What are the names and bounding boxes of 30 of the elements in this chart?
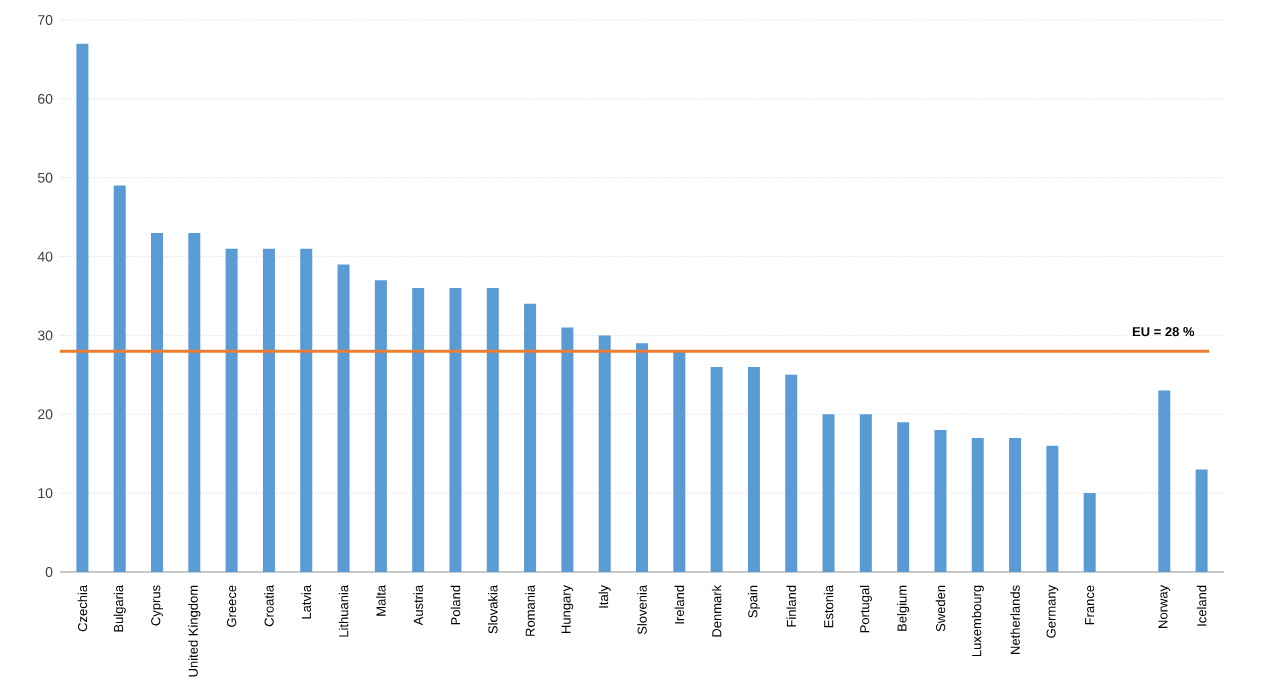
bar bbox=[188, 232, 201, 572]
bar bbox=[1195, 469, 1208, 572]
bar bbox=[971, 437, 984, 572]
bar bbox=[636, 343, 648, 572]
bar bbox=[561, 327, 574, 572]
bar bbox=[374, 280, 387, 572]
bar bbox=[897, 422, 910, 572]
bar bbox=[1158, 390, 1171, 572]
bar bbox=[1009, 437, 1022, 572]
bar bbox=[76, 43, 89, 572]
bar bbox=[1083, 493, 1096, 572]
bar bbox=[449, 288, 462, 572]
bar bbox=[747, 366, 760, 572]
bar bbox=[859, 414, 872, 572]
bar bbox=[300, 248, 313, 572]
bar bbox=[262, 248, 275, 572]
bar bbox=[673, 351, 686, 572]
bar bbox=[934, 430, 947, 572]
bar bbox=[598, 335, 611, 572]
bar bbox=[486, 288, 499, 572]
bar bbox=[710, 366, 723, 572]
bar bbox=[1046, 445, 1059, 572]
bar bbox=[412, 288, 425, 572]
bar bbox=[151, 232, 164, 572]
bar bbox=[225, 248, 238, 572]
bar bbox=[822, 414, 835, 572]
bar bbox=[785, 374, 798, 572]
bar bbox=[337, 264, 350, 572]
bar bbox=[113, 185, 126, 572]
bar bbox=[524, 303, 537, 572]
